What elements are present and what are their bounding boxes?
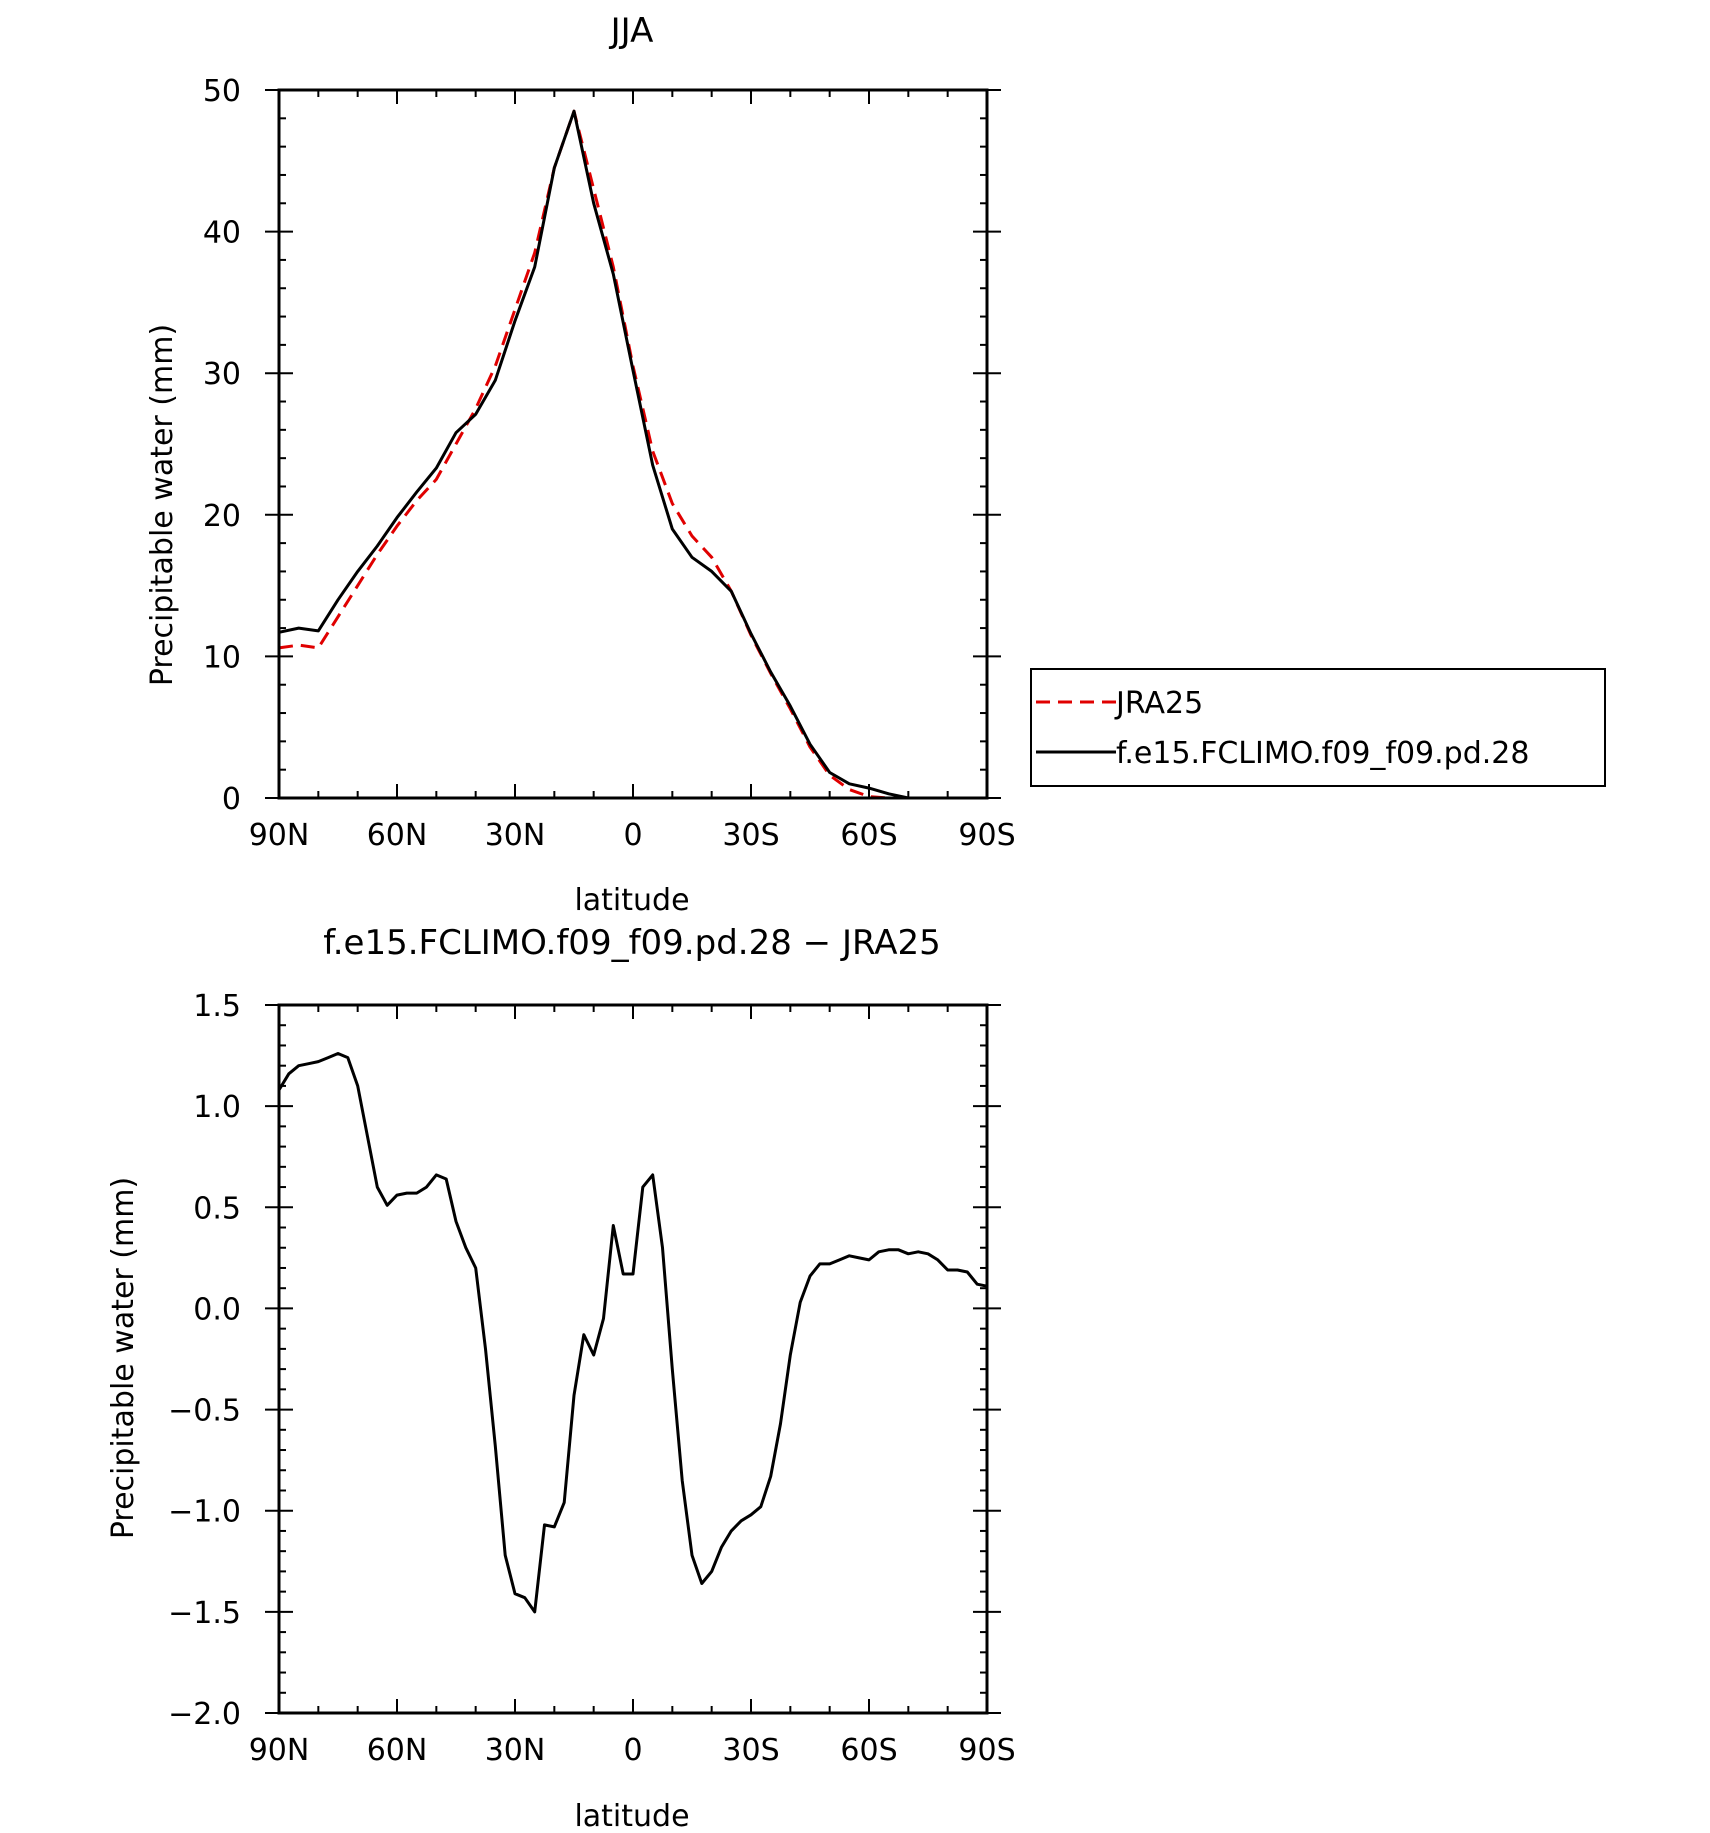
x-tick-label: 30N	[485, 1733, 546, 1768]
x-tick-label: 90N	[249, 818, 310, 853]
y-tick-label: −1.0	[168, 1495, 241, 1530]
y-tick-label: 0	[222, 782, 241, 817]
top-chart-title: JJA	[609, 11, 654, 51]
series-line-0	[278, 109, 987, 800]
y-tick-label: 30	[203, 357, 241, 392]
x-tick-label: 90S	[958, 818, 1015, 853]
bottom-panel: f.e15.FCLIMO.f09_f09.pd.28 − JRA25 latit…	[106, 923, 1016, 1833]
x-tick-label: 60S	[840, 1733, 897, 1768]
y-tick-label: −1.5	[168, 1596, 241, 1631]
y-tick-label: −2.0	[168, 1697, 241, 1732]
y-tick-label: 0.0	[193, 1292, 241, 1327]
legend-box	[1030, 668, 1606, 787]
y-tick-label: 40	[203, 216, 241, 251]
top-plot-frame	[277, 88, 989, 800]
x-tick-label: 30N	[485, 818, 546, 853]
top-plot-lines	[278, 109, 987, 800]
bottom-plot-frame	[277, 1003, 989, 1715]
legend-label-jra25: JRA25	[1114, 686, 1203, 721]
y-tick-label: −0.5	[168, 1394, 241, 1429]
top-axis-ticks: 90N 60N 30N 0 30S 60S 90S 0 10 20 30 40 50	[203, 74, 1016, 853]
x-tick-label: 60N	[367, 818, 428, 853]
legend: JRA25 f.e15.FCLIMO.f09_f09.pd.28	[1030, 668, 1606, 787]
top-y-axis-label: Precipitable water (mm)	[145, 324, 180, 686]
x-tick-label: 60S	[840, 818, 897, 853]
bottom-chart-title: f.e15.FCLIMO.f09_f09.pd.28 − JRA25	[323, 923, 941, 963]
y-tick-label: 50	[203, 74, 241, 109]
x-tick-label: 0	[623, 818, 642, 853]
bottom-x-axis-label: latitude	[574, 1799, 689, 1833]
x-tick-label: 90N	[249, 1733, 310, 1768]
bottom-plot-line	[277, 1052, 988, 1614]
x-tick-label: 60N	[367, 1733, 428, 1768]
y-tick-label: 10	[203, 640, 241, 675]
legend-label-model: f.e15.FCLIMO.f09_f09.pd.28	[1116, 736, 1529, 771]
bottom-y-axis-label: Precipitable water (mm)	[106, 1177, 141, 1539]
y-tick-label: 20	[203, 499, 241, 534]
x-tick-label: 0	[623, 1733, 642, 1768]
y-tick-label: 1.5	[193, 989, 241, 1024]
y-tick-label: 1.0	[193, 1090, 241, 1125]
y-tick-label: 0.5	[193, 1191, 241, 1226]
series-line-0	[277, 1052, 988, 1614]
x-tick-label: 30S	[722, 1733, 779, 1768]
bottom-axis-ticks: 90N 60N 30N 0 30S 60S 90S −2.0 −1.5 −1.0 −0.5 0.0 0.…	[168, 989, 1015, 1768]
x-tick-label: 30S	[722, 818, 779, 853]
top-x-axis-label: latitude	[574, 883, 689, 918]
series-line-1	[278, 109, 987, 800]
x-tick-label: 90S	[958, 1733, 1015, 1768]
top-panel: JJA latitude Precipitable water (mm) 90N…	[145, 11, 1606, 918]
